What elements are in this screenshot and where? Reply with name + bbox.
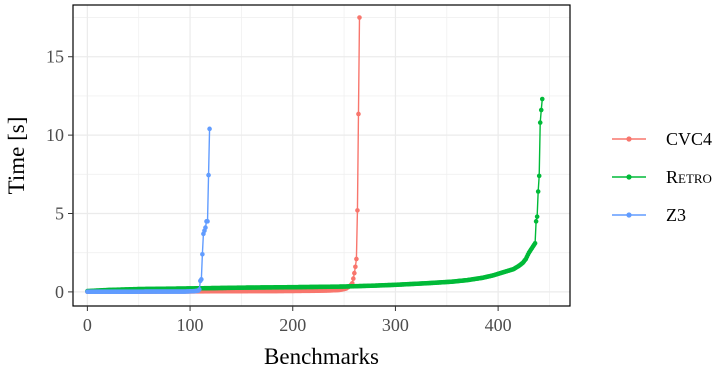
legend-key-point bbox=[626, 174, 632, 180]
x-axis-title: Benchmarks bbox=[264, 344, 379, 369]
data-point bbox=[532, 240, 538, 246]
data-point bbox=[355, 208, 360, 213]
data-point bbox=[199, 277, 204, 282]
data-point bbox=[354, 256, 359, 262]
y-tick-label: 0 bbox=[55, 282, 64, 302]
data-point bbox=[533, 219, 539, 224]
legend-label-retro: Retro bbox=[666, 167, 712, 187]
data-point bbox=[534, 214, 540, 219]
data-point bbox=[205, 219, 210, 224]
data-point bbox=[538, 107, 544, 113]
data-point bbox=[206, 172, 211, 178]
x-tick-label: 200 bbox=[279, 315, 306, 335]
x-tick-label: 0 bbox=[83, 315, 92, 335]
data-point bbox=[207, 126, 212, 132]
y-tick-label: 15 bbox=[46, 47, 64, 67]
plot-panel bbox=[73, 5, 570, 306]
data-point bbox=[200, 251, 205, 257]
data-point bbox=[539, 96, 545, 102]
legend-label-z3: Z3 bbox=[666, 205, 686, 225]
x-tick-label: 300 bbox=[382, 315, 409, 335]
data-point bbox=[535, 189, 541, 194]
grid-major bbox=[73, 5, 570, 306]
grid-minor bbox=[73, 5, 570, 306]
legend-label-cvc4: CVC4 bbox=[666, 129, 712, 149]
series-z3 bbox=[85, 126, 212, 295]
data-point bbox=[352, 270, 357, 276]
data-point bbox=[536, 173, 542, 179]
y-tick-label: 5 bbox=[55, 204, 64, 224]
data-point bbox=[203, 225, 208, 230]
data-point bbox=[537, 120, 543, 125]
y-axis-title: Time [s] bbox=[4, 117, 29, 195]
data-point bbox=[357, 15, 362, 20]
x-tick-label: 400 bbox=[485, 315, 512, 335]
series-layer bbox=[85, 15, 545, 295]
legend-key-point bbox=[626, 212, 632, 218]
legend: CVC4 Retro Z3 bbox=[612, 129, 712, 225]
legend-key-point bbox=[626, 136, 632, 142]
plot-border bbox=[72, 4, 571, 307]
data-point bbox=[197, 287, 202, 292]
x-tick-label: 100 bbox=[177, 315, 204, 335]
y-tick-label: 10 bbox=[46, 125, 64, 145]
data-point bbox=[351, 276, 356, 281]
x-axis: 0 100 200 300 400 bbox=[83, 306, 512, 335]
data-point bbox=[353, 264, 358, 270]
data-point bbox=[356, 111, 361, 117]
y-axis: 0 5 10 15 bbox=[46, 47, 73, 302]
